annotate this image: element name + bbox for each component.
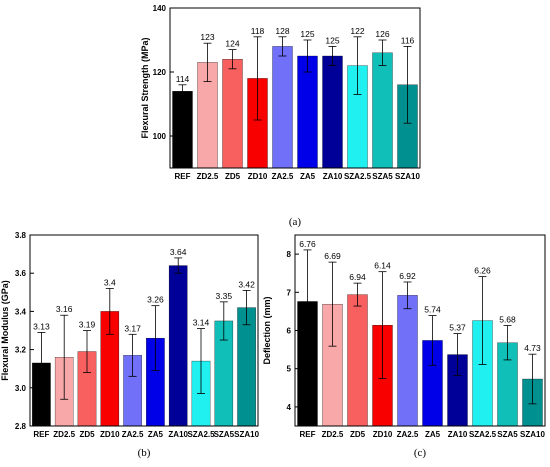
bar	[322, 55, 343, 169]
x-tick-label: ZD10	[248, 172, 268, 181]
y-tick-label: 8	[287, 250, 292, 259]
bar	[222, 59, 243, 169]
data-label: 125	[300, 29, 314, 39]
panel-label: (b)	[138, 447, 151, 459]
data-label: 3.14	[193, 318, 210, 328]
data-label: 3.35	[216, 291, 233, 301]
chart-flexural-strength: 114 REF 123 ZD2.5 124 ZD5 118 ZD10 128 ZA2.5 125 ZA…	[140, 4, 421, 228]
axes-frame	[29, 234, 259, 427]
x-tick-label: ZA10	[323, 172, 343, 181]
x-tick-label: ZA2.5	[122, 430, 144, 439]
data-label: 3.42	[238, 279, 255, 289]
data-label: 125	[325, 35, 339, 45]
x-tick-label: SZA5	[372, 172, 393, 181]
data-label: 5.68	[499, 315, 516, 325]
bar	[297, 55, 318, 169]
bar	[168, 265, 188, 427]
axes-frame	[169, 7, 421, 169]
x-tick-label: ZD10	[373, 430, 393, 439]
chart-deflection: 6.76 REF 6.69 ZD2.5 6.94 ZD5 6.14 ZD10 6.92 ZA2.5…	[262, 234, 546, 459]
x-tick-label: ZD2.5	[322, 430, 344, 439]
bar	[272, 46, 293, 169]
panel-label: (a)	[289, 216, 302, 228]
data-label: 116	[401, 35, 415, 45]
x-tick-label: ZD5	[350, 430, 366, 439]
data-label: 5.74	[424, 305, 441, 315]
y-tick-label: 7	[287, 288, 292, 297]
y-tick-label: 140	[153, 4, 167, 13]
data-label: 6.94	[349, 272, 366, 282]
data-label: 124	[225, 39, 239, 49]
x-tick-label: SZA10	[395, 172, 420, 181]
y-tick-label: 6	[287, 327, 292, 336]
bar	[372, 52, 393, 169]
data-label: 6.92	[399, 271, 416, 281]
x-tick-label: SZA2.5	[344, 172, 372, 181]
y-tick-label: 120	[153, 68, 167, 77]
data-label: 5.37	[449, 323, 466, 333]
y-axis-label: Deflection (mm)	[262, 296, 272, 364]
y-tick-label: 3.6	[15, 269, 27, 278]
data-label: 3.16	[56, 304, 73, 314]
x-tick-label: ZD5	[79, 430, 95, 439]
chart-flexural-modulus: 3.13 REF 3.16 ZD2.5 3.19 ZD5 3.4 ZD10 3.17 ZA2.5 3…	[0, 231, 260, 459]
x-tick-label: REF	[300, 430, 316, 439]
x-tick-label: ZA10	[448, 430, 468, 439]
y-axis-label: Flexural Strength (MPa)	[140, 37, 150, 138]
x-tick-label: ZA5	[425, 430, 441, 439]
y-tick-label: 3.0	[15, 384, 27, 393]
x-tick-label: SZA5	[497, 430, 518, 439]
data-label: 6.14	[374, 261, 391, 271]
x-tick-label: ZA10	[168, 430, 188, 439]
y-tick-label: 3.4	[15, 307, 27, 316]
x-tick-label: SZA10	[234, 430, 259, 439]
data-label: 3.19	[79, 320, 96, 330]
x-tick-label: REF	[175, 172, 191, 181]
x-tick-label: REF	[33, 430, 49, 439]
data-label: 3.26	[147, 295, 164, 305]
x-tick-label: ZD2.5	[197, 172, 219, 181]
data-label: 123	[200, 32, 214, 42]
data-label: 3.17	[124, 323, 141, 333]
x-tick-label: ZA5	[148, 430, 164, 439]
data-label: 114	[176, 74, 190, 84]
bar	[237, 307, 256, 427]
data-label: 3.64	[170, 247, 187, 257]
y-tick-label: 2.8	[15, 422, 27, 431]
x-tick-label: ZA5	[300, 172, 316, 181]
x-tick-label: ZA2.5	[272, 172, 294, 181]
x-tick-label: ZA2.5	[397, 430, 419, 439]
data-label: 122	[350, 26, 364, 36]
bar	[172, 91, 193, 169]
data-label: 6.76	[299, 239, 316, 249]
data-label: 128	[275, 26, 289, 36]
x-tick-label: ZD10	[100, 430, 120, 439]
x-tick-label: SZA2.5	[187, 430, 215, 439]
y-axis-label: Flexural Modulus (GPa)	[0, 280, 10, 381]
data-label: 4.73	[524, 343, 541, 353]
data-label: 126	[375, 29, 389, 39]
x-tick-label: SZA10	[520, 430, 545, 439]
bar	[397, 295, 418, 427]
bar	[347, 294, 368, 427]
data-label: 3.13	[33, 321, 50, 331]
x-tick-label: SZA2.5	[469, 430, 497, 439]
y-tick-label: 3.2	[15, 346, 27, 355]
x-tick-label: ZD2.5	[53, 430, 75, 439]
y-tick-label: 4	[287, 403, 292, 412]
x-tick-label: SZA5	[214, 430, 235, 439]
x-tick-label: ZD5	[225, 172, 241, 181]
y-tick-label: 100	[153, 132, 167, 141]
data-label: 6.69	[324, 251, 341, 261]
y-tick-label: 3.8	[15, 231, 27, 240]
data-label: 3.4	[104, 277, 116, 287]
y-tick-label: 5	[287, 365, 292, 374]
data-label: 6.26	[474, 266, 491, 276]
data-label: 118	[251, 26, 265, 36]
panel-label: (c)	[414, 447, 427, 459]
